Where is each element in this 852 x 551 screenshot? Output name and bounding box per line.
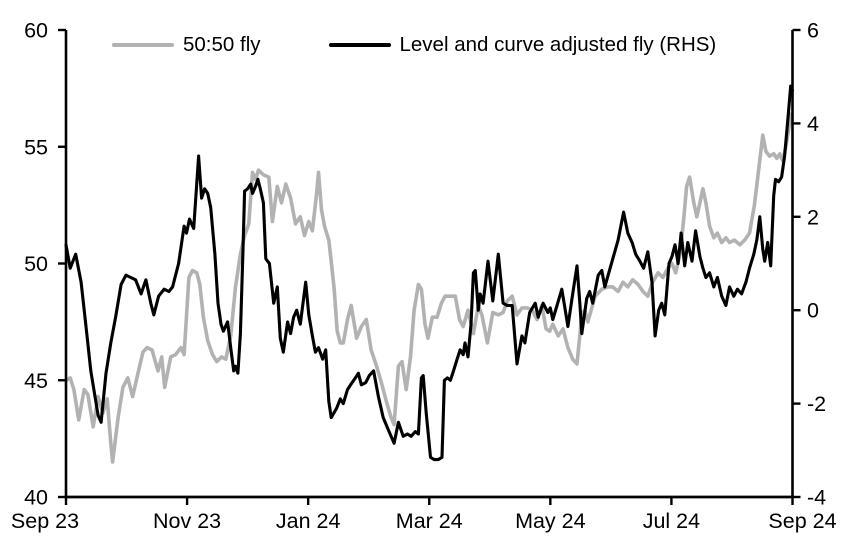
series-line-5050-fly [64,112,794,464]
series-line-adjusted-fly [64,84,795,462]
x-tick-label: Nov 23 [153,509,221,533]
x-tick-label: May 24 [515,509,586,533]
y-right-tick-label: 6 [807,19,819,43]
y-right-tick-label: 0 [807,299,819,323]
x-tick-label: Sep 24 [768,509,836,533]
legend-label-5050-fly: 50:50 fly [183,33,261,56]
x-tick-label: Sep 23 [11,509,79,533]
legend-line-sample-adjusted-fly [328,43,391,47]
x-tick-label: Mar 24 [396,509,463,533]
y-right-tick-label: -4 [807,486,826,510]
legend-label-adjusted-fly: Level and curve adjusted fly (RHS) [399,33,717,56]
y-left-tick-label: 40 [24,486,48,510]
x-tick-label: Jul 24 [643,509,700,533]
y-right-tick-label: 4 [807,112,819,136]
y-right-tick-label: -2 [807,392,826,416]
y-left-tick-label: 45 [24,369,48,393]
y-left-tick-label: 50 [24,252,48,276]
legend-line-sample-5050-fly [112,43,174,47]
x-tick-label: Jan 24 [276,509,341,533]
y-left-tick-label: 55 [24,135,48,159]
y-right-tick-label: 2 [807,205,819,229]
y-left-tick-label: 60 [24,19,48,43]
chart-legend: 50:50 fly Level and curve adjusted fly (… [112,33,716,57]
